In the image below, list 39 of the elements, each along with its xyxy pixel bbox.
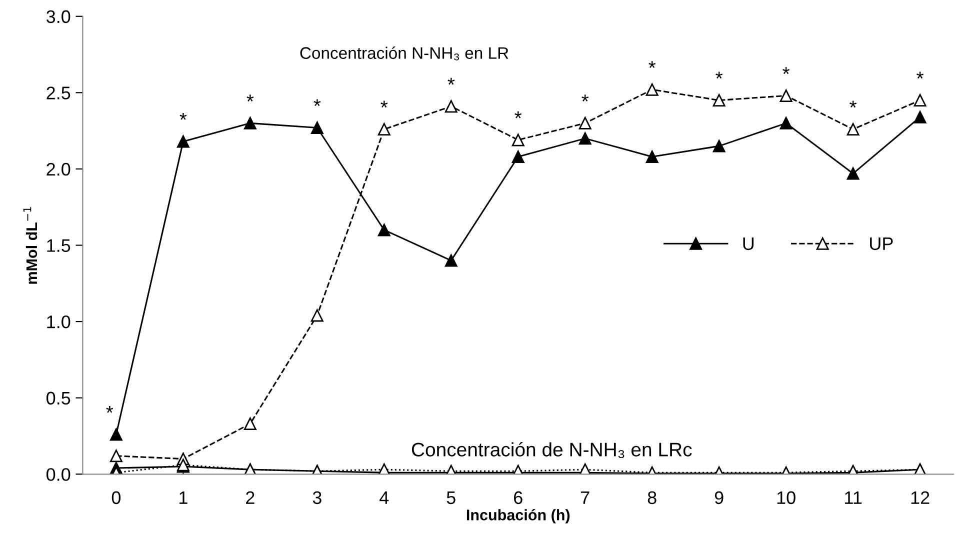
x-tick-label: 9: [714, 491, 724, 504]
y-tick-label: 3.0: [46, 10, 70, 24]
annotation: *: [850, 100, 857, 108]
annotation: *: [380, 100, 388, 108]
y-tick-label: 0.5: [46, 392, 70, 405]
x-tick-label: 10: [777, 491, 796, 504]
x-tick-label: 0: [112, 491, 121, 504]
y-tick-label: 2.0: [46, 162, 70, 176]
x-tick-label: 5: [446, 491, 456, 504]
annotation: *: [246, 94, 254, 102]
annotation: *: [782, 67, 790, 74]
annotation: *: [448, 78, 455, 85]
annotation: *: [716, 72, 723, 79]
x-tick-label: 12: [911, 491, 930, 504]
annotation: *: [916, 72, 924, 79]
x-tick-label: 11: [845, 491, 862, 504]
y-tick-label: 2.5: [46, 86, 70, 100]
y-axis-title: mMol dL$^{−1}$: [23, 207, 38, 284]
annotation: Concentración de N-NH₃ en LRc: [412, 442, 692, 458]
legend-label: UP: [870, 237, 893, 250]
x-tick-label: 1: [180, 491, 188, 504]
x-tick-label: 4: [380, 491, 389, 504]
x-tick-label: 3: [312, 491, 322, 504]
x-tick-label: 8: [648, 491, 656, 504]
annotation: Concentración N-NH₃ en LR: [300, 46, 508, 60]
annotation: *: [514, 111, 522, 118]
annotation: *: [648, 61, 656, 68]
legend-label: U: [743, 237, 754, 250]
y-tick-label: 1.0: [47, 315, 70, 328]
y-tick-label: 1.5: [47, 239, 70, 252]
x-axis-title: Incubación (h): [466, 509, 570, 524]
annotation: *: [180, 112, 187, 120]
annotation: *: [582, 94, 589, 102]
y-tick-label: 0.0: [46, 468, 70, 481]
annotation: *: [314, 99, 321, 106]
x-tick-label: 2: [246, 491, 254, 504]
x-tick-label: 6: [514, 491, 522, 504]
annotation: *: [106, 406, 114, 413]
x-tick-label: 7: [581, 491, 590, 504]
